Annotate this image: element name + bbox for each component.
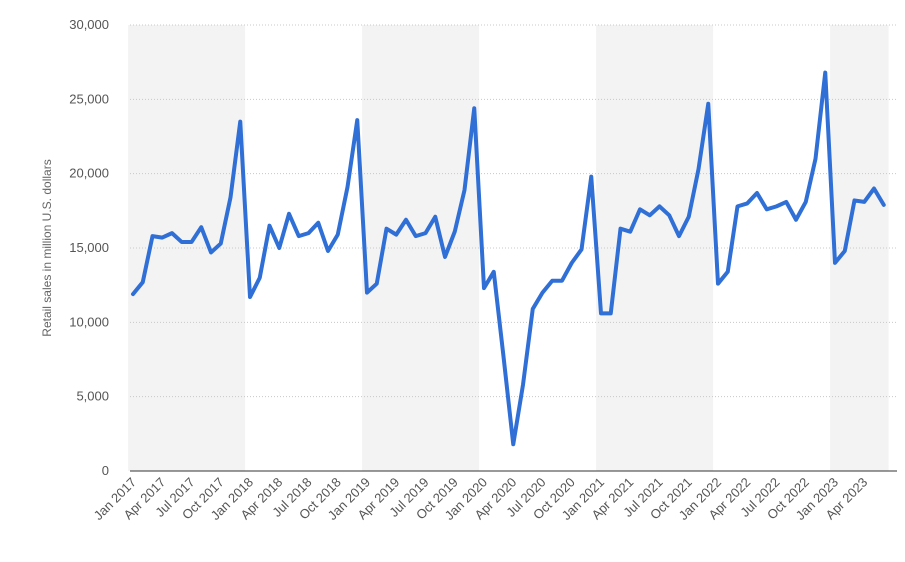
year-band	[128, 25, 246, 471]
data-point	[776, 205, 777, 207]
data-point	[883, 204, 885, 206]
data-point	[727, 271, 729, 273]
data-point	[581, 248, 582, 250]
y-tick-label: 10,000	[69, 314, 109, 329]
data-point	[551, 280, 553, 282]
data-point	[425, 232, 426, 234]
y-tick-label: 20,000	[69, 166, 109, 181]
data-point	[815, 158, 816, 160]
data-point	[717, 283, 719, 285]
y-tick-label: 15,000	[69, 240, 109, 255]
data-point	[395, 234, 397, 236]
series-group	[131, 70, 886, 447]
gridlines	[130, 24, 897, 472]
data-point	[152, 235, 153, 237]
data-point	[620, 228, 621, 230]
data-point	[161, 237, 163, 239]
data-point	[269, 225, 270, 227]
data-point	[181, 241, 183, 243]
data-point	[522, 384, 524, 386]
data-point	[376, 283, 378, 285]
data-point	[746, 202, 748, 204]
data-point	[542, 292, 543, 294]
data-point	[288, 213, 290, 215]
data-point	[386, 228, 387, 230]
data-point	[863, 201, 865, 203]
data-point	[688, 216, 690, 218]
data-point	[230, 196, 231, 198]
data-point	[590, 176, 592, 178]
data-point	[698, 168, 699, 170]
data-point	[444, 256, 446, 258]
data-point	[707, 103, 709, 105]
data-point	[356, 119, 358, 121]
data-point	[834, 262, 836, 264]
data-point	[259, 277, 261, 279]
y-tick-label: 30,000	[69, 17, 109, 32]
data-points	[132, 72, 885, 445]
data-point	[668, 214, 670, 216]
data-point	[600, 312, 602, 314]
y-tick-label: 5,000	[76, 389, 109, 404]
data-point	[649, 214, 651, 216]
series-line	[131, 70, 886, 447]
data-point	[298, 235, 300, 237]
data-point	[308, 232, 309, 234]
data-point	[512, 443, 514, 445]
data-point	[483, 287, 485, 289]
data-point	[473, 107, 475, 109]
data-point	[200, 226, 202, 228]
data-point	[737, 205, 738, 207]
data-point	[210, 251, 212, 253]
data-point	[854, 199, 855, 201]
data-point	[678, 235, 680, 237]
data-point	[629, 231, 631, 233]
data-point	[278, 247, 280, 249]
data-point	[493, 271, 495, 273]
data-point	[415, 235, 417, 237]
data-point	[434, 216, 436, 218]
data-point	[337, 234, 339, 236]
data-point	[756, 192, 758, 194]
data-point	[844, 250, 846, 252]
data-point	[454, 231, 456, 233]
data-point	[532, 308, 534, 310]
year-band	[596, 25, 714, 471]
data-point	[249, 296, 251, 298]
data-point	[824, 72, 826, 74]
data-point	[327, 250, 329, 252]
data-point	[464, 189, 465, 191]
data-point	[610, 312, 612, 314]
data-point	[873, 188, 875, 190]
data-point	[347, 186, 348, 188]
data-point	[191, 241, 192, 243]
y-axis-label: Retail sales in million U.S. dollars	[40, 159, 54, 336]
y-tick-label: 0	[102, 463, 109, 478]
data-point	[405, 219, 407, 221]
data-point	[785, 201, 787, 203]
data-point	[659, 205, 660, 207]
y-tick-label: 25,000	[69, 91, 109, 106]
data-point	[171, 232, 173, 234]
data-point	[571, 262, 573, 264]
data-point	[317, 222, 319, 224]
data-point	[561, 280, 563, 282]
data-point	[503, 356, 504, 358]
data-point	[239, 121, 241, 123]
y-axis-ticks: 0 5,000 10,000 15,000 20,000 25,000 30,000	[69, 17, 109, 478]
data-point	[795, 219, 797, 221]
data-point	[220, 243, 222, 245]
data-point	[639, 208, 641, 210]
data-point	[766, 208, 768, 210]
data-point	[132, 293, 134, 295]
data-point	[142, 281, 144, 283]
data-point	[805, 201, 807, 203]
data-point	[366, 292, 368, 294]
